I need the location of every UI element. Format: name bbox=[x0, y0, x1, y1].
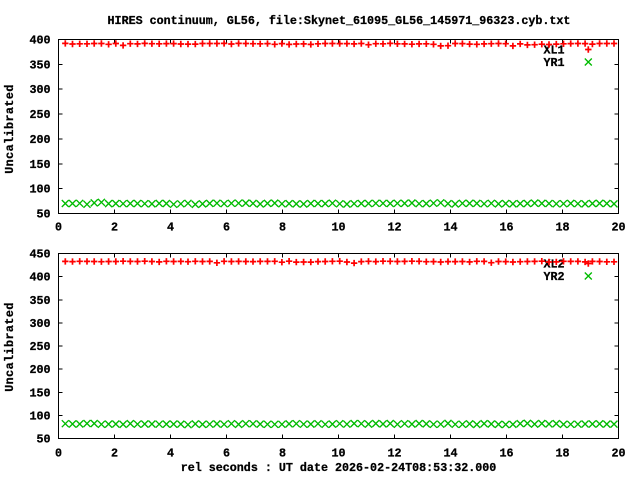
svg-text:4: 4 bbox=[167, 221, 174, 235]
svg-text:50: 50 bbox=[36, 208, 50, 222]
svg-text:0: 0 bbox=[55, 221, 62, 235]
svg-text:12: 12 bbox=[387, 221, 401, 235]
svg-text:100: 100 bbox=[29, 409, 50, 423]
svg-text:HIRES continuum, GL56, file:Sk: HIRES continuum, GL56, file:Skynet_61095… bbox=[108, 14, 571, 28]
svg-text:14: 14 bbox=[443, 221, 457, 235]
svg-text:rel seconds : UT date 2026-02-: rel seconds : UT date 2026-02-24T08:53:3… bbox=[181, 461, 497, 475]
svg-text:150: 150 bbox=[29, 158, 50, 172]
svg-text:Uncalibrated: Uncalibrated bbox=[3, 84, 17, 174]
svg-text:20: 20 bbox=[611, 447, 625, 461]
svg-text:400: 400 bbox=[29, 34, 50, 48]
svg-text:14: 14 bbox=[443, 447, 457, 461]
svg-text:50: 50 bbox=[36, 433, 50, 447]
svg-text:18: 18 bbox=[555, 447, 569, 461]
svg-text:450: 450 bbox=[29, 248, 50, 262]
svg-text:2: 2 bbox=[111, 221, 118, 235]
svg-text:0: 0 bbox=[55, 447, 62, 461]
svg-text:YR2: YR2 bbox=[543, 270, 564, 284]
svg-text:2: 2 bbox=[111, 447, 118, 461]
svg-text:YR1: YR1 bbox=[543, 56, 564, 70]
svg-text:200: 200 bbox=[29, 133, 50, 147]
svg-text:20: 20 bbox=[611, 221, 625, 235]
svg-text:18: 18 bbox=[555, 221, 569, 235]
svg-text:6: 6 bbox=[223, 447, 230, 461]
svg-text:16: 16 bbox=[499, 447, 513, 461]
svg-text:16: 16 bbox=[499, 221, 513, 235]
svg-text:8: 8 bbox=[279, 447, 286, 461]
svg-text:8: 8 bbox=[279, 221, 286, 235]
svg-text:250: 250 bbox=[29, 108, 50, 122]
svg-text:300: 300 bbox=[29, 83, 50, 97]
svg-text:200: 200 bbox=[29, 363, 50, 377]
svg-text:250: 250 bbox=[29, 340, 50, 354]
svg-text:150: 150 bbox=[29, 386, 50, 400]
svg-text:6: 6 bbox=[223, 221, 230, 235]
svg-text:10: 10 bbox=[331, 447, 345, 461]
svg-text:100: 100 bbox=[29, 183, 50, 197]
svg-text:350: 350 bbox=[29, 58, 50, 72]
svg-text:Uncalibrated: Uncalibrated bbox=[3, 302, 17, 392]
svg-text:4: 4 bbox=[167, 447, 174, 461]
svg-text:10: 10 bbox=[331, 221, 345, 235]
svg-text:300: 300 bbox=[29, 317, 50, 331]
svg-text:12: 12 bbox=[387, 447, 401, 461]
svg-text:400: 400 bbox=[29, 271, 50, 285]
svg-text:350: 350 bbox=[29, 294, 50, 308]
